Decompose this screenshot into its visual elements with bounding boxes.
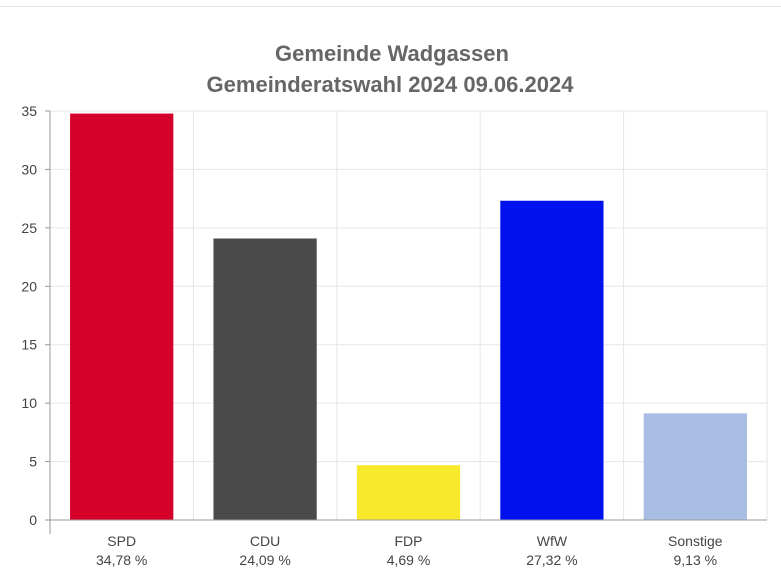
y-tick-label: 15 — [21, 337, 37, 353]
y-tick-label: 10 — [21, 395, 37, 411]
x-value-label: 34,78 % — [96, 552, 147, 568]
bar-spd — [70, 113, 174, 520]
x-category-label: Sonstige — [668, 533, 723, 549]
bars — [70, 113, 747, 521]
y-tick-label: 30 — [21, 161, 37, 177]
x-value-label: 27,32 % — [526, 552, 577, 568]
x-category-label: WfW — [537, 533, 568, 549]
x-value-label: 24,09 % — [239, 552, 290, 568]
bar-cdu — [213, 238, 317, 520]
x-category-label: FDP — [395, 533, 423, 549]
bar-sonstige — [643, 413, 747, 520]
top-divider — [0, 6, 781, 7]
y-tick-label: 5 — [29, 454, 37, 470]
chart-subtitle: Gemeinderatswahl 2024 09.06.2024 — [207, 72, 575, 97]
x-axis-labels: SPD 34,78 % CDU 24,09 % FDP 4,69 % WfW 27,32 % S… — [96, 533, 723, 568]
x-value-label: 4,69 % — [387, 552, 431, 568]
x-value-label: 9,13 % — [674, 552, 718, 568]
y-tick-label: 35 — [21, 103, 37, 119]
y-axis-ticks: 0 5 10 15 20 25 30 35 — [21, 103, 50, 528]
x-category-label: SPD — [107, 533, 136, 549]
bar-wfw — [500, 200, 604, 521]
y-tick-label: 20 — [21, 278, 37, 294]
bar-fdp — [356, 465, 461, 520]
chart-title: Gemeinde Wadgassen — [275, 41, 509, 66]
y-tick-label: 0 — [29, 512, 37, 528]
x-category-label: CDU — [250, 533, 280, 549]
y-tick-label: 25 — [21, 220, 37, 236]
axes — [49, 111, 767, 534]
